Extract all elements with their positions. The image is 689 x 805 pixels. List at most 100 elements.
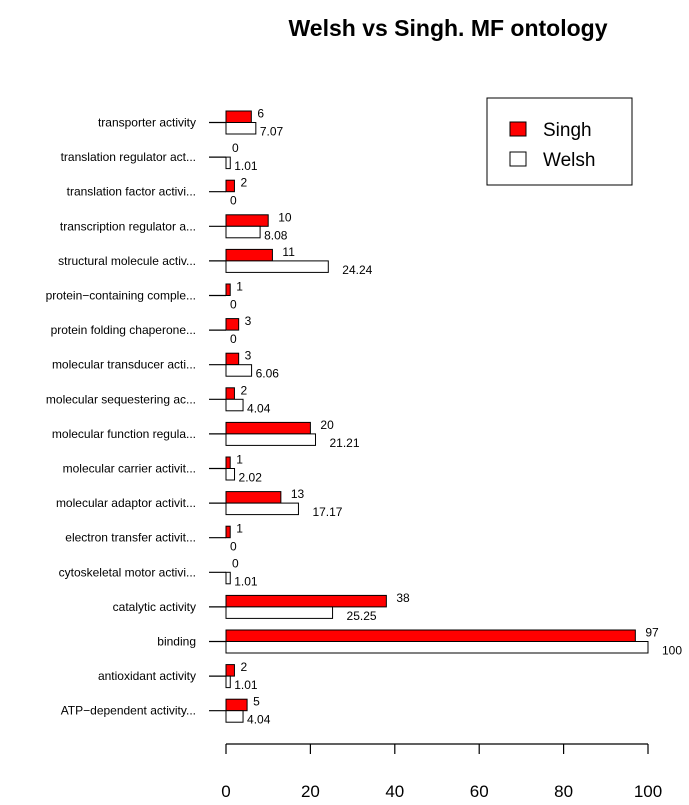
x-tick-label: 80 [554,782,573,801]
value-label-singh: 10 [278,210,292,224]
value-label-singh: 2 [240,176,247,190]
bar-welsh [225,641,649,654]
value-label-welsh: 17.17 [312,505,342,519]
bar-singh [225,387,235,400]
value-label-singh: 0 [232,556,239,570]
bar-welsh [225,710,244,723]
bar-singh [225,491,282,504]
category-label: translation regulator act... [61,150,196,164]
value-label-welsh: 1.01 [234,574,258,588]
chart-title: Welsh vs Singh. MF ontology [288,15,607,41]
value-label-welsh: 0 [230,298,237,312]
bar-welsh [225,122,257,135]
value-label-welsh: 25.25 [347,609,377,623]
value-label-singh: 97 [645,626,659,640]
category-label: molecular transducer acti... [52,358,196,372]
bar-welsh [225,156,231,170]
category-label: transcription regulator a... [60,219,196,233]
category-label: molecular adaptor activit... [56,496,196,510]
value-label-welsh: 1.01 [234,678,258,692]
bar-singh [225,283,231,296]
bar-singh [225,179,235,193]
bar-singh [225,110,252,123]
value-label-singh: 20 [320,418,334,432]
bar-welsh [225,502,299,516]
legend-swatch [509,121,527,137]
value-label-welsh: 4.04 [247,713,271,727]
legend-box [486,97,633,186]
value-label-singh: 1 [236,522,243,536]
x-tick-label: 40 [385,782,404,801]
x-tick-label: 20 [301,782,320,801]
category-label: binding [157,635,196,649]
value-label-singh: 0 [232,141,239,155]
category-label: ATP−dependent activity... [61,704,196,718]
category-label: molecular carrier activit... [63,462,196,476]
category-label: protein folding chaperone... [51,323,196,337]
legend-label: Welsh [543,150,595,171]
x-axis: 0 20 40 60 80 100 [221,743,662,801]
category-label: transporter activity [98,116,196,130]
bar-welsh [225,468,236,481]
bar-singh [225,594,387,608]
category-label: protein−containing comple... [46,289,196,303]
value-label-singh: 3 [245,349,252,363]
bar-welsh [225,398,244,412]
value-label-welsh: 21.21 [330,436,360,450]
bar-welsh [225,364,253,377]
category-label: translation factor activi... [67,185,196,199]
value-label-singh: 2 [240,383,247,397]
bar-singh [225,456,231,469]
value-label-singh: 6 [257,107,264,121]
bar-welsh [225,225,261,239]
legend-swatch [509,151,527,167]
bar-singh [225,421,311,435]
x-tick-label: 60 [470,782,489,801]
value-label-singh: 2 [240,660,247,674]
bar-singh [225,664,235,677]
value-label-singh: 38 [396,591,410,605]
value-label-welsh: 4.04 [247,401,271,415]
value-label-welsh: 0 [230,540,237,554]
value-label-welsh: 7.07 [260,125,284,139]
value-label-welsh: 2.02 [239,471,263,485]
bar-singh [225,318,240,331]
bar-welsh [225,675,231,689]
category-label: molecular function regula... [52,427,196,441]
bar-welsh [225,260,329,273]
x-tick-label: 0 [221,782,230,801]
bar-welsh [225,571,231,585]
value-label-welsh: 8.08 [264,228,288,242]
bar-welsh [225,433,317,446]
legend-label: Singh [543,120,592,141]
value-label-welsh: 24.24 [342,263,372,277]
x-tick-label: 100 [634,782,662,801]
bar-singh [225,525,231,539]
category-label: antioxidant activity [98,669,196,683]
value-label-welsh: 0 [230,194,237,208]
bar-singh [225,698,248,712]
category-label: molecular sequestering ac... [46,392,196,406]
category-label: cytoskeletal motor activi... [59,565,196,579]
category-labels: transporter activity translation regulato… [46,116,226,718]
value-label-singh: 5 [253,695,260,709]
value-label-welsh: 1.01 [234,159,258,173]
value-label-welsh: 0 [230,332,237,346]
bar-singh [225,352,240,366]
value-label-welsh: 6.06 [256,367,280,381]
category-label: electron transfer activit... [65,531,196,545]
bar-welsh [225,606,334,619]
value-label-singh: 1 [236,280,243,294]
bars-group: 67.0701.0120108.081124.24103036.0624.042… [225,107,682,727]
bar-singh [225,248,273,262]
bar-singh [225,214,269,227]
category-label: catalytic activity [113,600,196,614]
value-label-singh: 13 [291,487,305,501]
value-label-singh: 3 [245,314,252,328]
legend: Singh Welsh [486,97,633,186]
value-label-welsh: 100 [662,644,682,658]
value-label-singh: 11 [282,245,295,259]
category-label: structural molecule activ... [58,254,196,268]
bar-singh [225,629,636,642]
